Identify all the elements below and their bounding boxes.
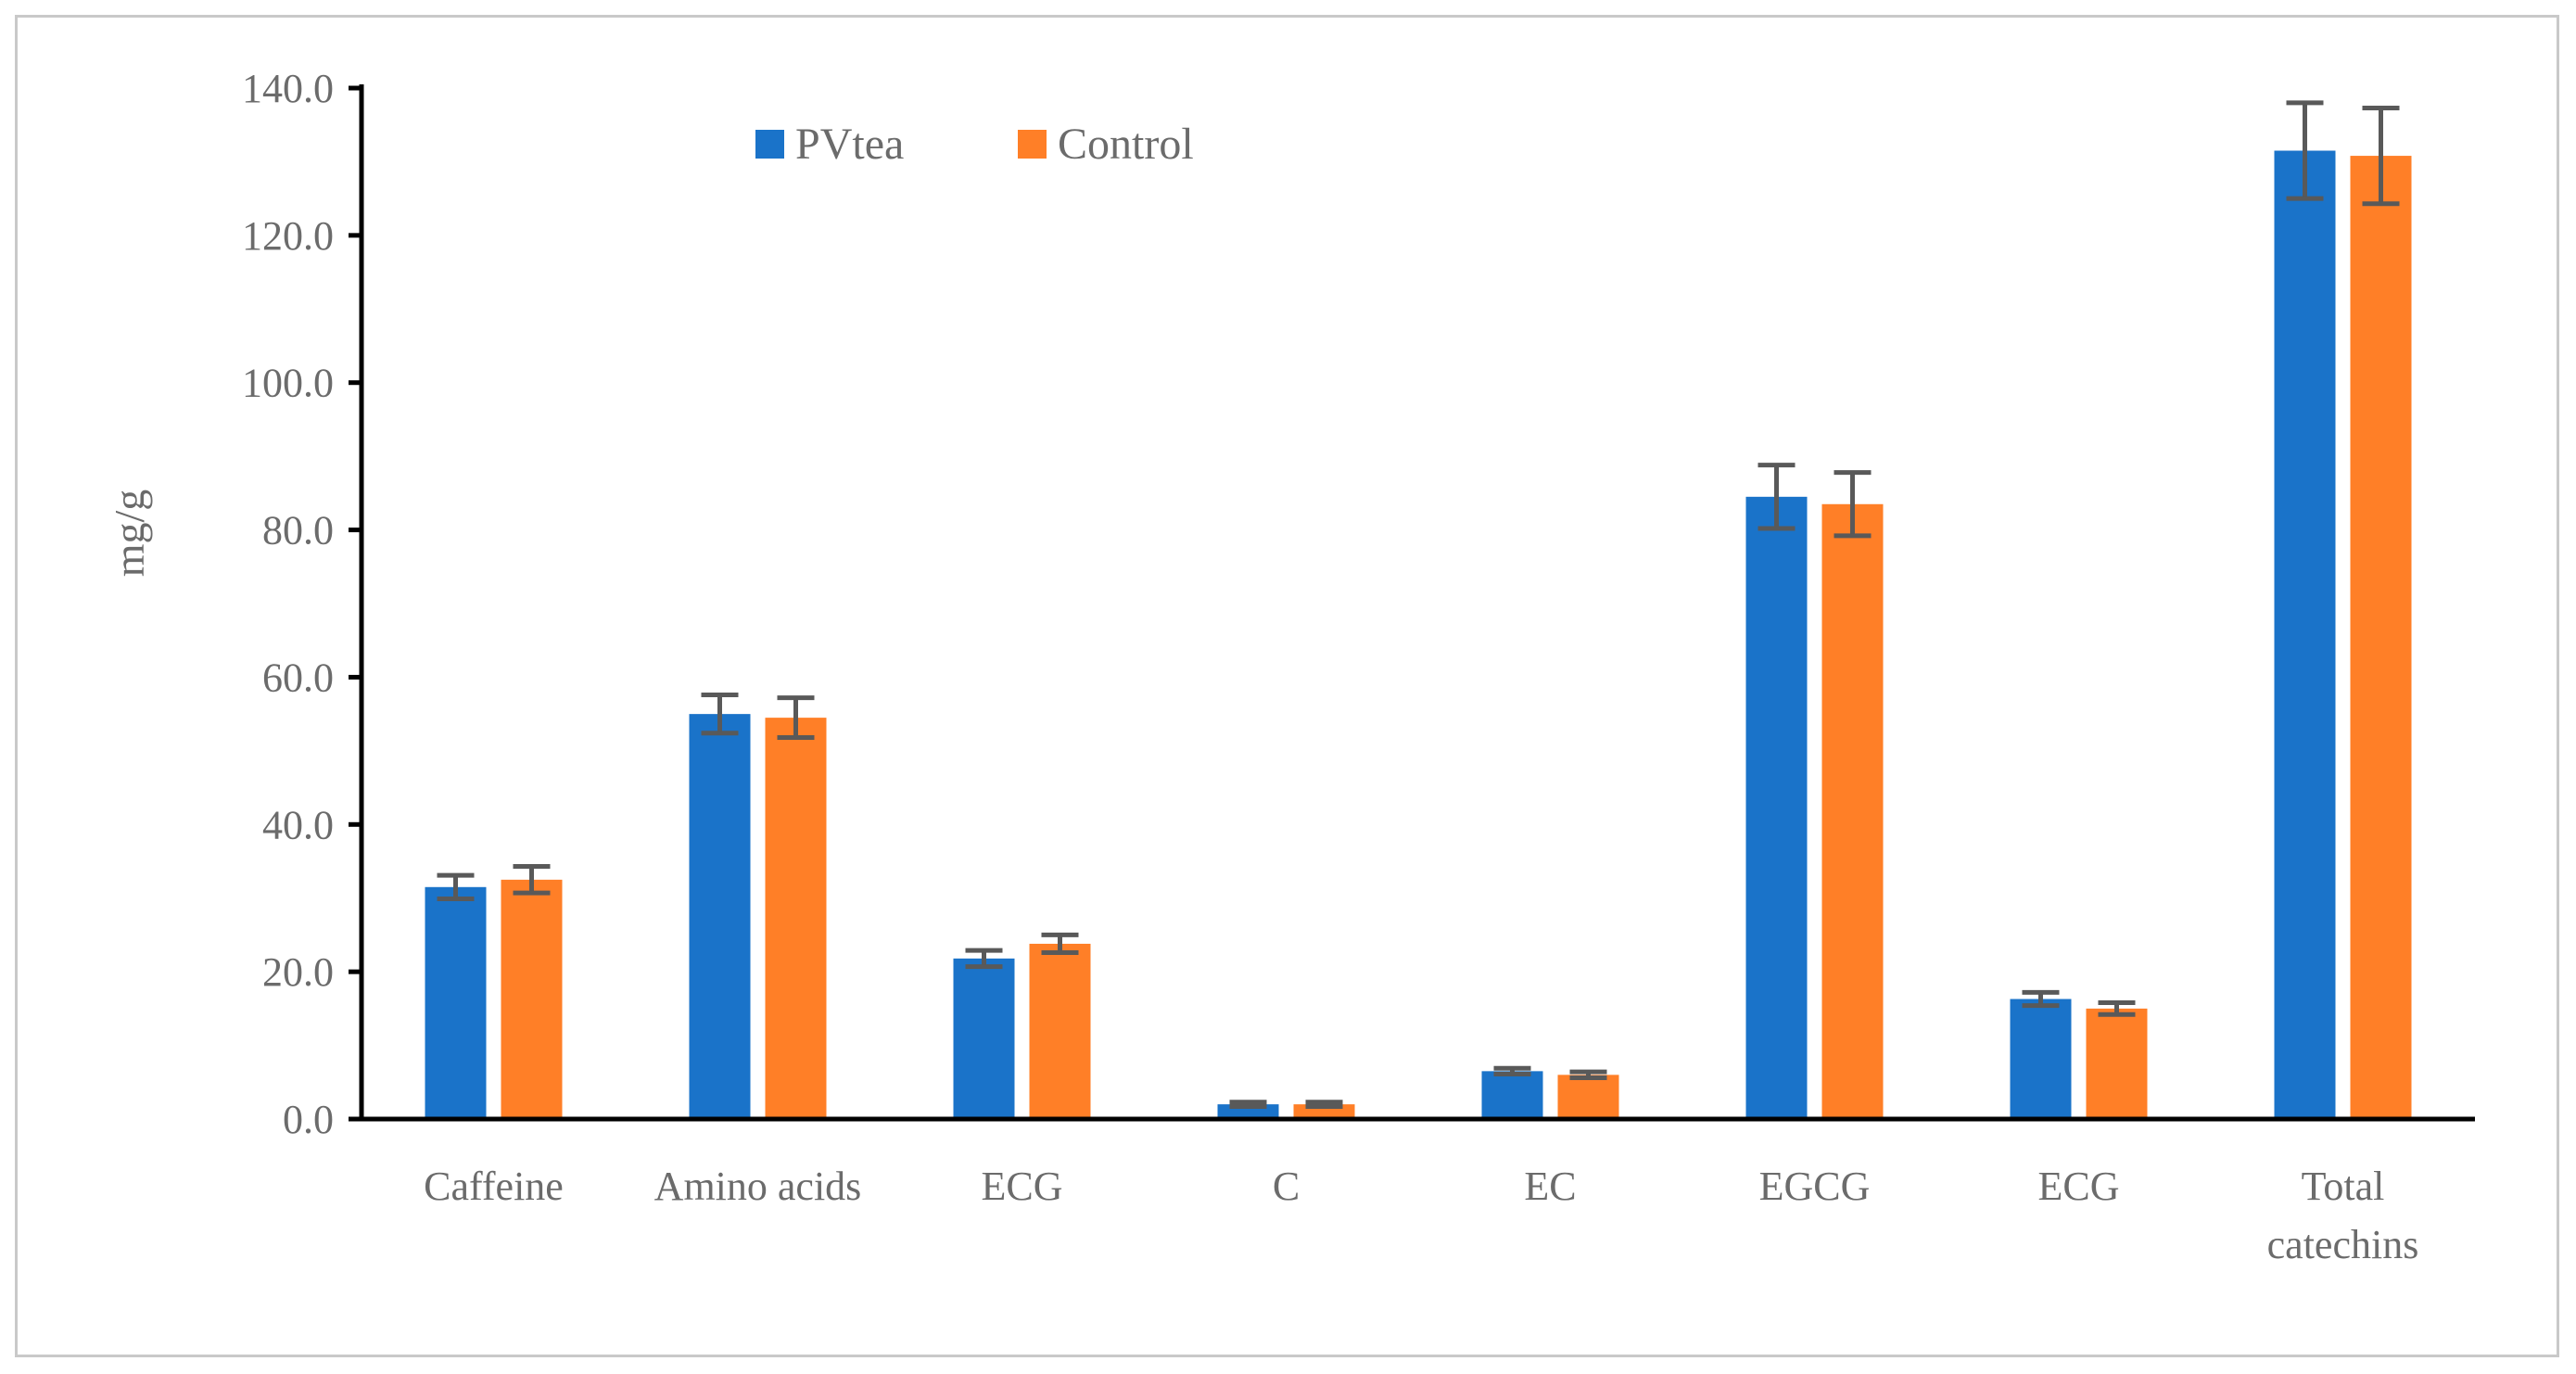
error-bar — [1569, 1069, 1607, 1081]
y-tick-label: 100.0 — [242, 361, 334, 406]
bar-control — [765, 718, 827, 1119]
bar-pvtea — [2274, 150, 2336, 1119]
error-bar — [777, 695, 815, 741]
y-tick-label: 0.0 — [283, 1097, 334, 1142]
legend-item-control: Control — [1018, 120, 1194, 169]
y-tick-label: 40.0 — [262, 802, 334, 847]
bar-control — [1557, 1075, 1619, 1119]
axes — [349, 84, 2475, 1122]
bar-pvtea — [953, 958, 1015, 1119]
error-bar — [2362, 105, 2400, 207]
bar-control — [2350, 156, 2412, 1120]
legend-label: PVtea — [795, 120, 904, 169]
legend: PVtea Control — [755, 120, 1194, 169]
legend-item-pvtea: PVtea — [755, 120, 904, 169]
y-axis-label: mg/g — [106, 490, 153, 578]
error-bar — [1493, 1065, 1531, 1077]
x-category-label: ECG — [2038, 1164, 2120, 1209]
error-bar — [1758, 463, 1796, 531]
x-category-label: ECG — [982, 1164, 1063, 1209]
bar-control — [1029, 943, 1091, 1119]
bar-pvtea — [425, 886, 487, 1119]
x-category-label: Total — [2302, 1164, 2385, 1209]
error-bar — [1305, 1100, 1343, 1109]
chart-frame — [15, 15, 2559, 1357]
bar-control — [1821, 503, 1884, 1119]
error-bar — [701, 692, 739, 736]
y-tick-label: 80.0 — [262, 508, 334, 553]
y-tick-label: 20.0 — [262, 949, 334, 995]
legend-swatch — [1018, 130, 1047, 159]
error-bar — [1041, 932, 1079, 955]
bar-control — [2086, 1008, 2148, 1119]
x-category-label: Caffeine — [424, 1164, 564, 1209]
x-axis-categories: Caffeine Amino acids ECG C EC EGCG ECG Total cat… — [424, 1164, 2418, 1267]
error-bar — [965, 948, 1003, 970]
error-bar — [2098, 1000, 2136, 1017]
bar-pvtea — [689, 714, 751, 1119]
bar-pvtea — [1481, 1071, 1543, 1119]
x-category-label: EC — [1524, 1164, 1576, 1209]
y-tick-label: 120.0 — [242, 213, 334, 259]
y-tick-label: 60.0 — [262, 655, 334, 700]
bars — [425, 150, 2412, 1120]
error-bars — [437, 100, 2400, 1109]
x-category-label: catechins — [2267, 1222, 2419, 1267]
x-category-label: C — [1273, 1164, 1300, 1209]
error-bar — [2022, 989, 2060, 1009]
error-bar — [513, 864, 551, 896]
error-bar — [1834, 470, 1872, 539]
x-category-label: EGCG — [1759, 1164, 1871, 1209]
legend-label: Control — [1058, 120, 1194, 169]
bar-pvtea — [2010, 999, 2072, 1119]
y-axis-ticks: 0.0 20.0 40.0 60.0 80.0 100.0 120.0 140.0 — [242, 66, 362, 1142]
y-tick-label: 140.0 — [242, 66, 334, 111]
error-bar — [437, 872, 475, 902]
error-bar — [1229, 1100, 1267, 1109]
bar-control — [501, 879, 563, 1119]
legend-swatch — [755, 130, 784, 159]
error-bar — [2286, 100, 2324, 201]
x-category-label: Amino acids — [654, 1164, 862, 1209]
bar-pvtea — [1745, 496, 1808, 1119]
